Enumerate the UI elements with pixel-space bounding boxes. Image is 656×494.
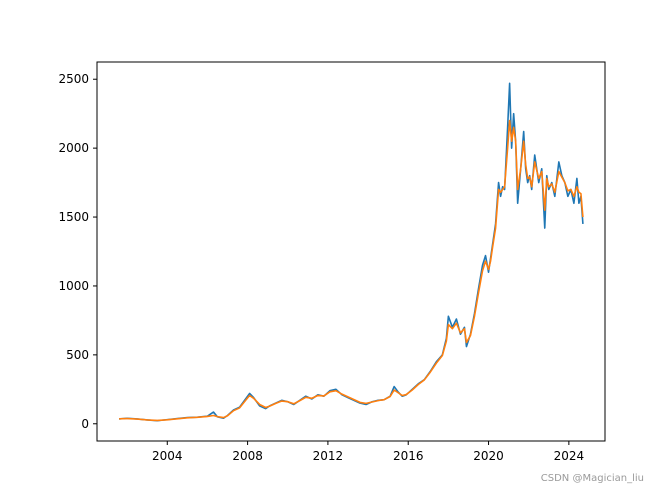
y-tick-label: 0 (81, 417, 89, 431)
y-tick-label: 500 (66, 348, 89, 362)
x-tick-label: 2004 (152, 449, 183, 463)
x-tick-label: 2012 (313, 449, 344, 463)
watermark-text: CSDN @Magician_liu (540, 473, 644, 484)
y-tick-label: 2000 (58, 141, 89, 155)
plot-frame (96, 61, 606, 442)
x-tick-label: 2020 (473, 449, 504, 463)
series-line-2 (119, 119, 584, 422)
x-tick-label: 2016 (393, 449, 424, 463)
x-tick-label: 2024 (554, 449, 585, 463)
y-axis: 0 500 1000 1500 2000 2500 (58, 72, 97, 431)
x-tick-label: 2008 (232, 449, 263, 463)
series-group (119, 82, 584, 422)
y-tick-label: 1000 (58, 279, 89, 293)
y-tick-label: 1500 (58, 210, 89, 224)
y-tick-label: 2500 (58, 72, 89, 86)
x-axis: 2004 2008 2012 2016 2020 2024 (152, 441, 584, 463)
